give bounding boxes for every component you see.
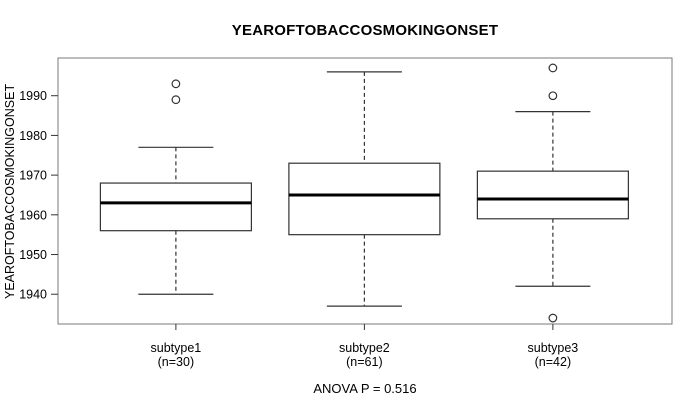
iqr-box (476, 170, 629, 220)
y-tick-label: 1990 (19, 89, 47, 103)
y-tick-label: 1950 (19, 248, 47, 262)
iqr-box (288, 162, 441, 236)
chart-title: YEAROFTOBACCOSMOKINGONSET (231, 22, 499, 39)
outlier-point (171, 95, 181, 105)
y-tick-label: 1970 (19, 169, 47, 183)
x-group-label: subtype1 (151, 341, 202, 355)
y-tick-label: 1940 (19, 288, 47, 302)
anova-annotation: ANOVA P = 0.516 (313, 381, 417, 396)
outlier-point (548, 313, 558, 323)
x-group-n-label: (n=30) (158, 355, 194, 369)
x-group-label: subtype2 (339, 341, 390, 355)
outlier-point (548, 63, 558, 73)
outlier-point (548, 91, 558, 101)
x-group-n-label: (n=61) (346, 355, 382, 369)
y-tick-label: 1960 (19, 208, 47, 222)
plot-frame (57, 57, 673, 325)
outlier-point (171, 79, 181, 89)
x-group-label: subtype3 (528, 341, 579, 355)
iqr-box (99, 182, 252, 232)
x-group-n-label: (n=42) (535, 355, 571, 369)
y-tick-label: 1980 (19, 129, 47, 143)
